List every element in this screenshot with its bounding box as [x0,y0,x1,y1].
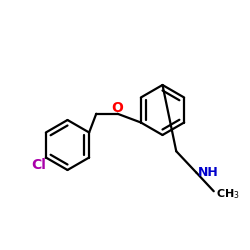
Text: O: O [112,101,124,115]
Text: Cl: Cl [31,158,46,172]
Text: CH$_3$: CH$_3$ [216,187,240,201]
Text: NH: NH [198,166,218,179]
